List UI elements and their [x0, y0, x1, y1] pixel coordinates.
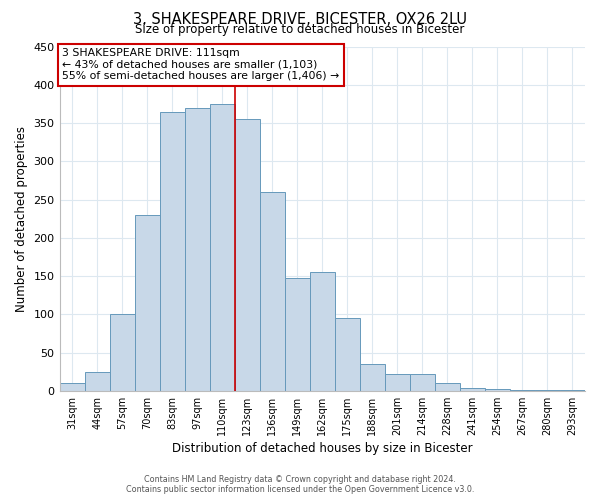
Bar [385, 374, 410, 391]
Bar [560, 390, 585, 391]
Text: Contains HM Land Registry data © Crown copyright and database right 2024.
Contai: Contains HM Land Registry data © Crown c… [126, 474, 474, 494]
Bar [185, 108, 209, 391]
Bar [360, 364, 385, 391]
Bar [335, 318, 360, 391]
X-axis label: Distribution of detached houses by size in Bicester: Distribution of detached houses by size … [172, 442, 473, 455]
Bar [535, 390, 560, 391]
Bar [260, 192, 285, 391]
Bar [110, 314, 134, 391]
Bar [59, 383, 85, 391]
Bar [435, 383, 460, 391]
Bar [134, 215, 160, 391]
Text: Size of property relative to detached houses in Bicester: Size of property relative to detached ho… [136, 22, 464, 36]
Bar [85, 372, 110, 391]
Bar [235, 119, 260, 391]
Y-axis label: Number of detached properties: Number of detached properties [15, 126, 28, 312]
Bar [160, 112, 185, 391]
Bar [460, 388, 485, 391]
Bar [410, 374, 435, 391]
Text: 3 SHAKESPEARE DRIVE: 111sqm
← 43% of detached houses are smaller (1,103)
55% of : 3 SHAKESPEARE DRIVE: 111sqm ← 43% of det… [62, 48, 340, 82]
Text: 3, SHAKESPEARE DRIVE, BICESTER, OX26 2LU: 3, SHAKESPEARE DRIVE, BICESTER, OX26 2LU [133, 12, 467, 28]
Bar [485, 390, 510, 391]
Bar [310, 272, 335, 391]
Bar [285, 278, 310, 391]
Bar [510, 390, 535, 391]
Bar [209, 104, 235, 391]
